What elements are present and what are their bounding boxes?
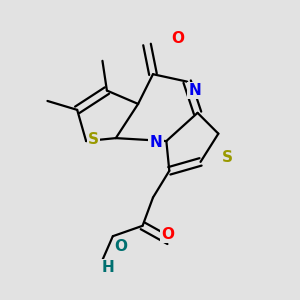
Text: N: N [150,135,162,150]
Text: H: H [102,260,115,275]
Text: O: O [161,227,174,242]
Text: S: S [88,132,99,147]
Text: N: N [188,83,201,98]
Text: S: S [222,150,233,165]
Text: O: O [172,31,185,46]
Text: O: O [114,239,127,254]
